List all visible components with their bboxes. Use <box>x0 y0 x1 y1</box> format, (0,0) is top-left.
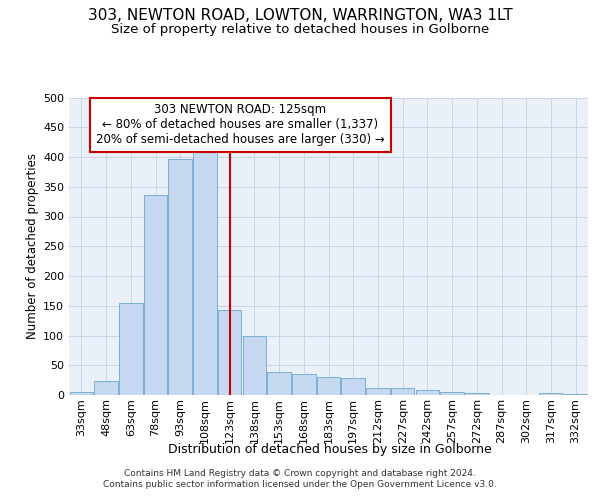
Bar <box>70 392 93 395</box>
Bar <box>341 378 365 395</box>
Bar <box>465 392 488 395</box>
Bar <box>268 372 291 395</box>
Text: Contains public sector information licensed under the Open Government Licence v3: Contains public sector information licen… <box>103 480 497 489</box>
Bar <box>144 195 167 395</box>
Text: 303, NEWTON ROAD, LOWTON, WARRINGTON, WA3 1LT: 303, NEWTON ROAD, LOWTON, WARRINGTON, WA… <box>88 8 512 22</box>
Text: Contains HM Land Registry data © Crown copyright and database right 2024.: Contains HM Land Registry data © Crown c… <box>124 468 476 477</box>
Bar <box>391 388 415 395</box>
Text: Distribution of detached houses by size in Golborne: Distribution of detached houses by size … <box>168 442 492 456</box>
Bar <box>317 377 340 395</box>
Y-axis label: Number of detached properties: Number of detached properties <box>26 153 39 340</box>
Text: 303 NEWTON ROAD: 125sqm
← 80% of detached houses are smaller (1,337)
20% of semi: 303 NEWTON ROAD: 125sqm ← 80% of detache… <box>96 104 385 146</box>
Bar <box>292 374 316 395</box>
Bar <box>94 380 118 395</box>
Bar <box>440 392 464 395</box>
Bar <box>416 390 439 395</box>
Bar <box>169 160 192 395</box>
Bar <box>119 303 143 395</box>
Bar <box>564 394 587 395</box>
Bar <box>366 388 389 395</box>
Bar <box>242 336 266 395</box>
Text: Size of property relative to detached houses in Golborne: Size of property relative to detached ho… <box>111 22 489 36</box>
Bar <box>193 148 217 395</box>
Bar <box>539 392 563 395</box>
Bar <box>218 310 241 395</box>
